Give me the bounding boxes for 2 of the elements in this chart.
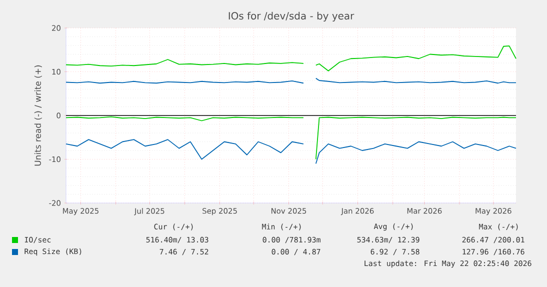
y-axis-title: Units read (-) / write (+) — [34, 65, 42, 166]
chart-title: IOs for /dev/sda - by year — [228, 12, 354, 22]
